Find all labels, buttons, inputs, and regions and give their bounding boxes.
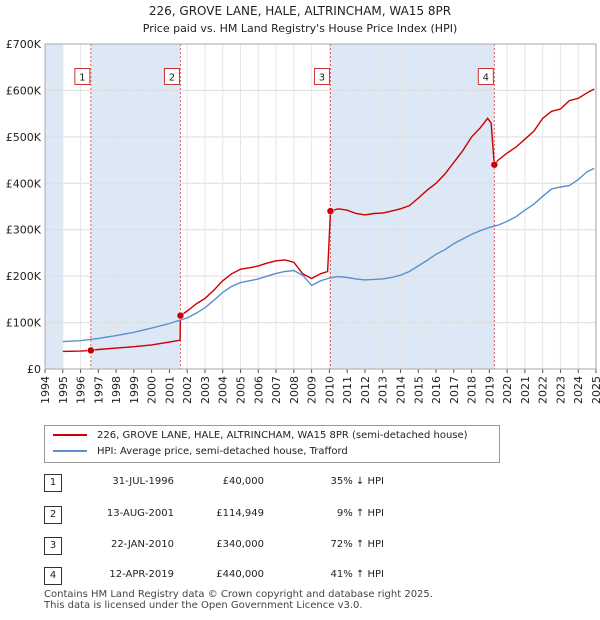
sale-number: 3: [44, 537, 62, 555]
sale-price: £40,000: [222, 476, 264, 487]
sale-number: 4: [44, 567, 62, 585]
x-tick-label: 2022: [537, 376, 550, 404]
sale-date: 22-JAN-2010: [110, 539, 174, 550]
sale-band: [90, 44, 181, 369]
x-tick-label: 2004: [217, 376, 230, 404]
x-tick-label: 2014: [394, 376, 407, 404]
x-tick-label: 1997: [92, 376, 105, 404]
x-tick-label: 2018: [466, 376, 479, 404]
sale-label-box: [313, 68, 330, 85]
y-tick-label: £100K: [6, 317, 42, 330]
x-tick-label: 2023: [554, 376, 567, 404]
sale-point: [87, 346, 95, 355]
chart-subtitle: Price paid vs. HM Land Registry's House …: [143, 22, 458, 35]
x-tick-label: 1996: [75, 376, 88, 404]
legend-swatch-hpi: [53, 450, 87, 452]
sale-band: [330, 44, 495, 369]
sale-label-number: 1: [79, 73, 85, 84]
y-tick-label: £600K: [6, 84, 42, 97]
x-tick-label: 2024: [572, 376, 585, 404]
sale-label-number: 4: [483, 73, 489, 84]
footer-line-2: This data is licensed under the Open Gov…: [44, 600, 363, 611]
footer-line-1: Contains HM Land Registry data © Crown c…: [44, 589, 433, 600]
sale-date: 13-AUG-2001: [106, 508, 174, 519]
sale-price: £114,949: [216, 508, 264, 519]
series-line-hpi: [62, 167, 595, 343]
legend-label-hpi: HPI: Average price, semi-detached house,…: [97, 446, 348, 457]
legend-item-hpi: HPI: Average price, semi-detached house,…: [53, 444, 348, 460]
legend-item-property: 226, GROVE LANE, HALE, ALTRINCHAM, WA15 …: [53, 428, 468, 444]
x-tick-label: 1998: [110, 376, 123, 404]
sale-hpi: 72% ↑ HPI: [330, 539, 384, 550]
sale-price: £340,000: [216, 539, 264, 550]
sale-label-number: 3: [319, 73, 325, 84]
sale-label-box: [477, 68, 494, 85]
y-tick-label: £400K: [6, 177, 42, 190]
sale-hpi: 41% ↑ HPI: [330, 569, 384, 580]
plot-frame: [44, 43, 597, 370]
sale-point: [326, 207, 335, 215]
x-tick-label: 2015: [412, 376, 425, 404]
legend-swatch-property: [53, 434, 87, 436]
legend: 226, GROVE LANE, HALE, ALTRINCHAM, WA15 …: [44, 425, 500, 463]
x-tick-label: 2012: [359, 376, 372, 404]
sale-point: [490, 160, 499, 169]
x-tick-label: 2007: [270, 376, 283, 404]
y-tick-label: £700K: [6, 38, 42, 51]
sale-label-box: [74, 68, 91, 85]
x-tick-label: 2006: [252, 376, 265, 404]
sale-date: 31-JUL-1996: [112, 476, 174, 487]
x-tick-label: 2016: [430, 376, 443, 404]
x-tick-label: 1995: [57, 376, 70, 404]
sale-price: £440,000: [216, 569, 264, 580]
sale-hpi: 35% ↓ HPI: [330, 476, 384, 487]
legend-label-property: 226, GROVE LANE, HALE, ALTRINCHAM, WA15 …: [97, 430, 468, 441]
sale-row: 1 31-JUL-1996 £40,000 35% ↓ HPI: [44, 472, 564, 492]
y-tick-label: £0: [27, 363, 41, 376]
series-line-property: [62, 88, 595, 353]
x-tick-label: 2009: [306, 376, 319, 404]
sale-number: 1: [44, 474, 62, 492]
price-chart: 226, GROVE LANE, HALE, ALTRINCHAM, WA15 …: [6, 4, 600, 404]
sale-row: 2 13-AUG-2001 £114,949 9% ↑ HPI: [44, 504, 564, 524]
shade-region: [45, 44, 63, 369]
x-tick-label: 2017: [448, 376, 461, 404]
x-tick-label: 2019: [483, 376, 496, 404]
x-tick-label: 2020: [501, 376, 514, 404]
x-tick-label: 2021: [519, 376, 532, 404]
x-tick-label: 2003: [199, 376, 212, 404]
x-tick-label: 1999: [128, 376, 141, 404]
x-tick-label: 2008: [288, 376, 301, 404]
x-tick-label: 2001: [163, 376, 176, 404]
y-tick-label: £300K: [6, 224, 42, 237]
sale-date: 12-APR-2019: [109, 569, 174, 580]
x-tick-label: 2013: [377, 376, 390, 404]
sale-number: 2: [44, 506, 62, 524]
sale-label-box: [163, 68, 180, 85]
chart-title: 226, GROVE LANE, HALE, ALTRINCHAM, WA15 …: [149, 4, 451, 18]
x-tick-label: 1994: [39, 376, 52, 404]
y-tick-label: £500K: [6, 131, 42, 144]
x-tick-label: 2002: [181, 376, 194, 404]
y-tick-label: £200K: [6, 270, 42, 283]
sale-row: 4 12-APR-2019 £440,000 41% ↑ HPI: [44, 565, 564, 585]
sale-label-number: 2: [169, 73, 175, 84]
x-tick-label: 2005: [235, 376, 248, 404]
sale-row: 3 22-JAN-2010 £340,000 72% ↑ HPI: [44, 535, 564, 555]
x-tick-label: 2010: [323, 376, 336, 404]
sale-point: [176, 311, 185, 320]
x-tick-label: 2000: [146, 376, 159, 404]
x-tick-label: 2025: [590, 376, 600, 404]
sale-hpi: 9% ↑ HPI: [336, 508, 384, 519]
x-tick-label: 2011: [341, 376, 354, 404]
footer: Contains HM Land Registry data © Crown c…: [44, 589, 564, 611]
